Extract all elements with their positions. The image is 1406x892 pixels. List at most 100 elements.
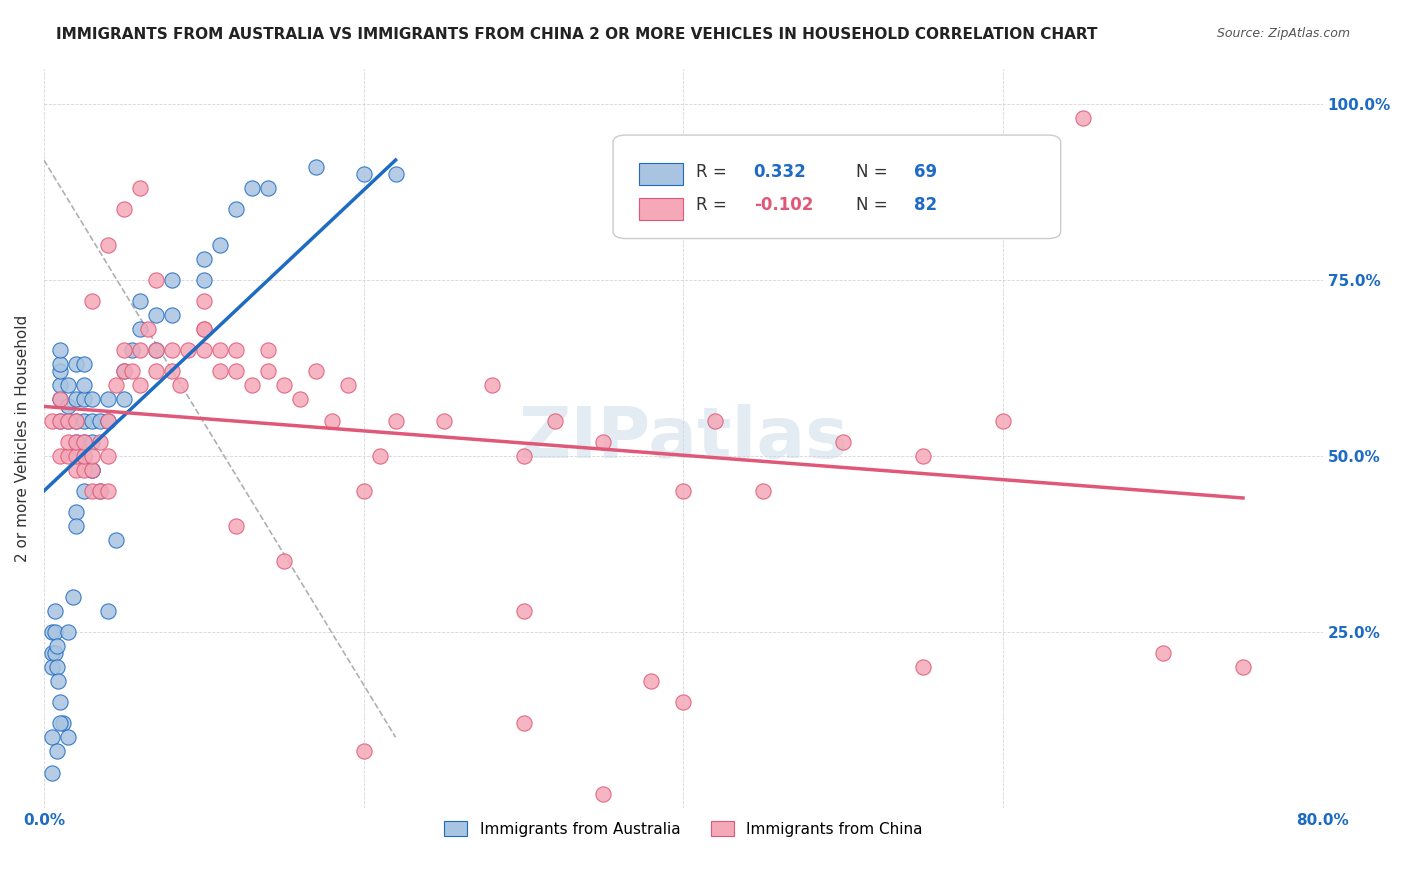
- Point: [112, 364, 135, 378]
- Point: [44, 646, 66, 660]
- Point: [52, 716, 75, 731]
- Point: [225, 364, 247, 378]
- Point: [73, 434, 96, 449]
- Point: [225, 343, 247, 358]
- Point: [97, 483, 120, 498]
- Point: [73, 378, 96, 392]
- Point: [73, 357, 96, 371]
- Point: [44, 624, 66, 639]
- Point: [121, 343, 143, 358]
- Point: [97, 413, 120, 427]
- Point: [104, 378, 127, 392]
- Point: [288, 392, 311, 407]
- Point: [49, 413, 72, 427]
- Point: [73, 483, 96, 498]
- Point: [41, 765, 63, 780]
- Point: [49, 413, 72, 427]
- Point: [97, 449, 120, 463]
- Point: [704, 413, 727, 427]
- Point: [49, 343, 72, 358]
- Point: [56, 624, 79, 639]
- Point: [832, 434, 855, 449]
- Text: N =: N =: [856, 196, 893, 214]
- Point: [65, 519, 87, 533]
- Point: [136, 322, 159, 336]
- Point: [73, 463, 96, 477]
- Point: [112, 343, 135, 358]
- FancyBboxPatch shape: [638, 163, 683, 186]
- Point: [512, 716, 534, 731]
- Point: [240, 181, 263, 195]
- Point: [128, 181, 150, 195]
- Point: [145, 308, 167, 322]
- Point: [56, 449, 79, 463]
- Point: [912, 449, 935, 463]
- Point: [49, 392, 72, 407]
- Point: [193, 293, 215, 308]
- Point: [45, 660, 67, 674]
- Point: [353, 167, 375, 181]
- Point: [56, 731, 79, 745]
- Point: [97, 604, 120, 618]
- Point: [672, 695, 695, 709]
- Point: [912, 660, 935, 674]
- Point: [273, 554, 295, 568]
- Point: [89, 483, 111, 498]
- Point: [80, 434, 103, 449]
- Point: [41, 646, 63, 660]
- Point: [225, 202, 247, 217]
- Point: [991, 413, 1014, 427]
- Point: [41, 413, 63, 427]
- Point: [256, 364, 278, 378]
- Point: [65, 413, 87, 427]
- Point: [80, 463, 103, 477]
- Point: [112, 202, 135, 217]
- Point: [193, 322, 215, 336]
- Point: [208, 364, 231, 378]
- Point: [80, 413, 103, 427]
- Point: [49, 392, 72, 407]
- Point: [544, 413, 567, 427]
- Point: [62, 590, 84, 604]
- Point: [273, 378, 295, 392]
- Point: [432, 413, 454, 427]
- FancyBboxPatch shape: [638, 198, 683, 220]
- Y-axis label: 2 or more Vehicles in Household: 2 or more Vehicles in Household: [15, 315, 30, 562]
- Point: [256, 343, 278, 358]
- FancyBboxPatch shape: [613, 135, 1060, 238]
- Point: [512, 604, 534, 618]
- Point: [65, 434, 87, 449]
- Point: [49, 449, 72, 463]
- Point: [481, 378, 503, 392]
- Text: Source: ZipAtlas.com: Source: ZipAtlas.com: [1216, 27, 1350, 40]
- Point: [73, 449, 96, 463]
- Text: -0.102: -0.102: [754, 196, 813, 214]
- Point: [160, 273, 183, 287]
- Point: [80, 293, 103, 308]
- Point: [49, 378, 72, 392]
- Point: [56, 413, 79, 427]
- Point: [89, 413, 111, 427]
- Point: [321, 413, 343, 427]
- Text: R =: R =: [696, 163, 733, 181]
- Text: IMMIGRANTS FROM AUSTRALIA VS IMMIGRANTS FROM CHINA 2 OR MORE VEHICLES IN HOUSEHO: IMMIGRANTS FROM AUSTRALIA VS IMMIGRANTS …: [56, 27, 1098, 42]
- Point: [45, 639, 67, 653]
- Point: [177, 343, 200, 358]
- Text: ZIPatlas: ZIPatlas: [519, 404, 848, 473]
- Point: [49, 716, 72, 731]
- Point: [73, 434, 96, 449]
- Point: [256, 181, 278, 195]
- Point: [193, 343, 215, 358]
- Point: [56, 413, 79, 427]
- Point: [592, 787, 614, 801]
- Point: [73, 413, 96, 427]
- Point: [1071, 111, 1094, 125]
- Point: [592, 434, 614, 449]
- Legend: Immigrants from Australia, Immigrants from China: Immigrants from Australia, Immigrants fr…: [437, 814, 929, 845]
- Point: [169, 378, 191, 392]
- Point: [305, 364, 328, 378]
- Point: [97, 237, 120, 252]
- Point: [104, 533, 127, 548]
- Point: [368, 449, 391, 463]
- Text: R =: R =: [696, 196, 733, 214]
